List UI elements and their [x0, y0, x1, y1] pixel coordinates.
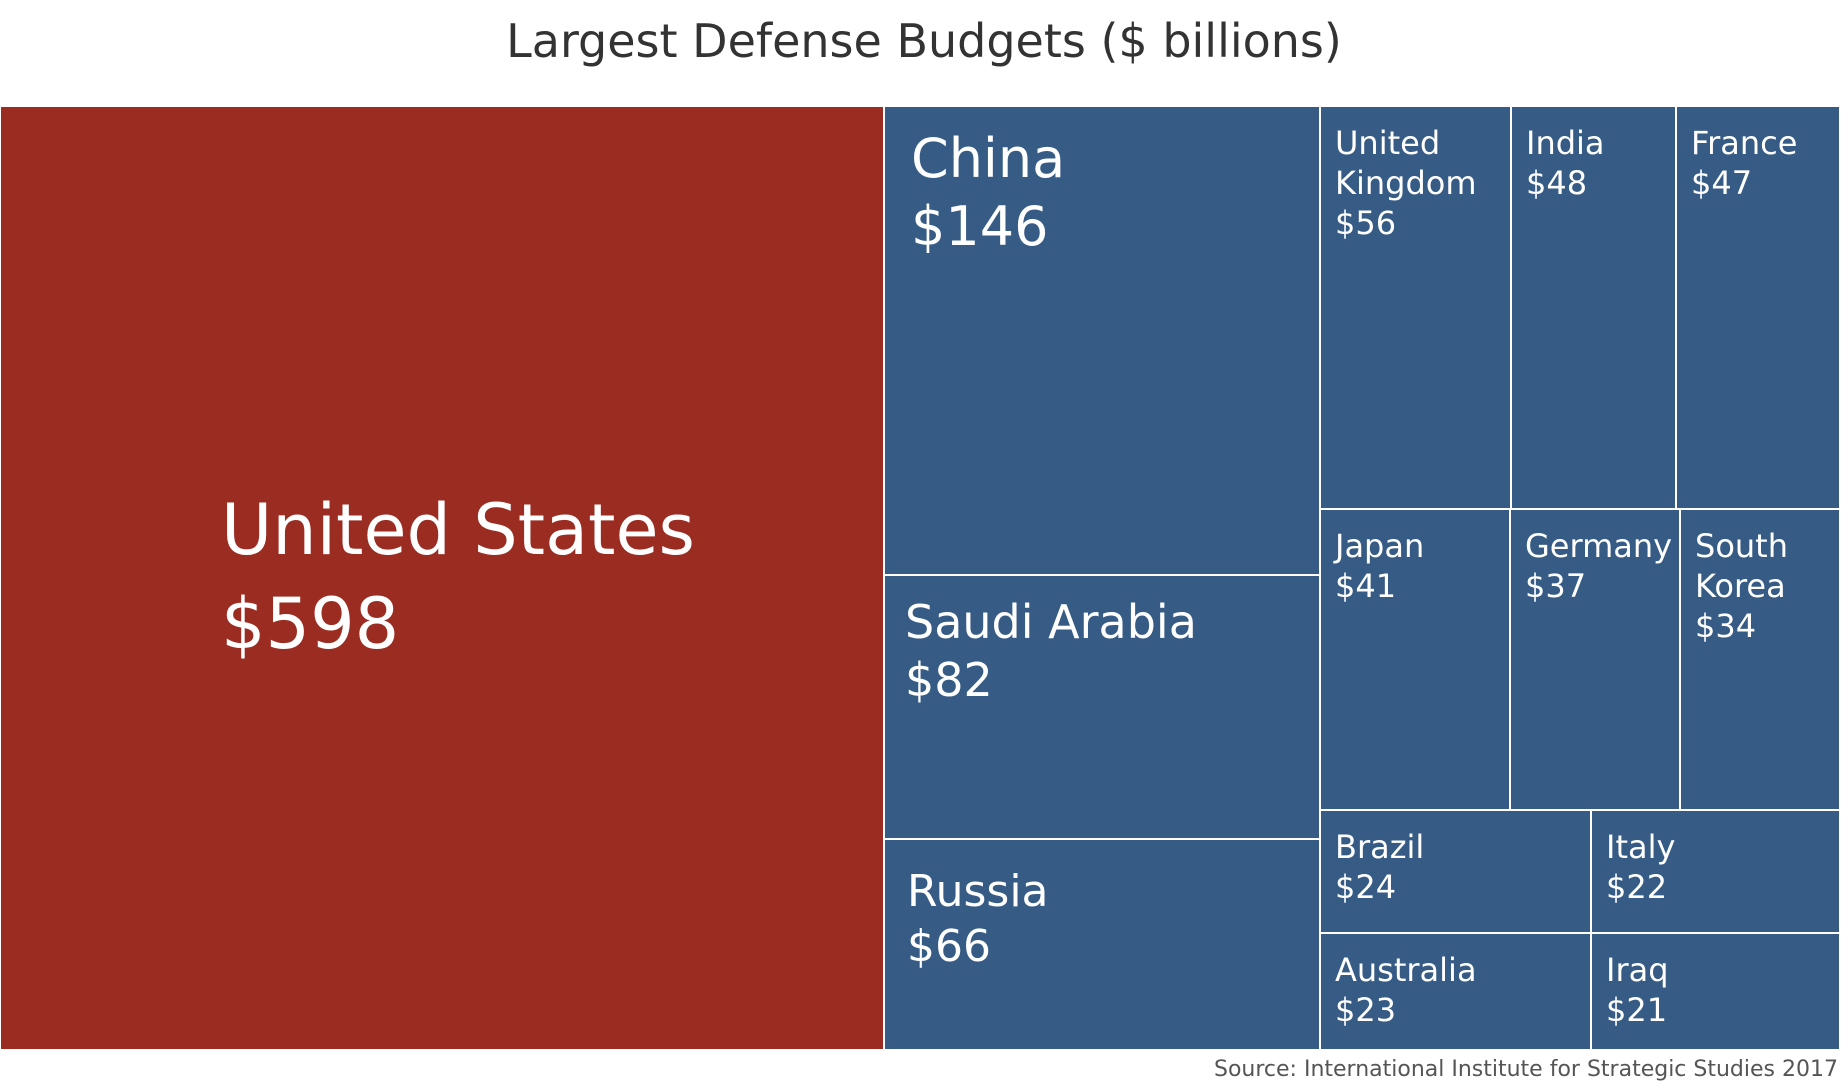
tile-label: Italy $22: [1606, 827, 1675, 907]
source-note: Source: International Institute for Stra…: [1213, 1057, 1838, 1082]
tile-value-label: $66: [907, 921, 991, 972]
tile-value-label: $41: [1335, 567, 1397, 605]
tile-value-label: $21: [1606, 991, 1668, 1029]
chart-title: Largest Defense Budgets ($ billions): [506, 14, 1342, 68]
tile-france[interactable]: France $47: [1676, 106, 1840, 509]
tile-label: Iraq $21: [1606, 950, 1669, 1030]
tile-country-name: India: [1526, 124, 1605, 162]
tile-country-name: China: [911, 127, 1066, 190]
tile-country-name: Italy: [1606, 828, 1676, 866]
tile-united-kingdom[interactable]: United Kingdom $56: [1320, 106, 1511, 509]
tile-india[interactable]: India $48: [1511, 106, 1676, 509]
tile-label: South Korea $34: [1695, 526, 1833, 646]
tile-country-name: United States: [221, 489, 696, 571]
tile-label: United Kingdom $56: [1335, 123, 1504, 243]
tile-iraq[interactable]: Iraq $21: [1591, 933, 1840, 1050]
tile-country-name: Iraq: [1606, 951, 1669, 989]
tile-label: India $48: [1526, 123, 1605, 203]
tile-label: Australia $23: [1335, 950, 1477, 1030]
tile-country-name: Australia: [1335, 951, 1477, 989]
tile-value-label: $22: [1606, 868, 1668, 906]
tile-united-states[interactable]: United States $598: [0, 106, 884, 1050]
tile-saudi-arabia[interactable]: Saudi Arabia $82: [884, 575, 1320, 839]
tile-russia[interactable]: Russia $66: [884, 839, 1320, 1050]
tile-value-label: $47: [1691, 164, 1753, 202]
tile-country-name: Brazil: [1335, 828, 1425, 866]
tile-value-label: $24: [1335, 868, 1397, 906]
tile-japan[interactable]: Japan $41: [1320, 509, 1510, 810]
tile-label: Brazil $24: [1335, 827, 1424, 907]
tile-country-name: United Kingdom: [1335, 124, 1477, 202]
tile-country-name: Germany: [1525, 527, 1673, 565]
tile-label: France $47: [1691, 123, 1797, 203]
tile-australia[interactable]: Australia $23: [1320, 933, 1591, 1050]
tile-country-name: Japan: [1335, 527, 1425, 565]
tile-label: Saudi Arabia $82: [905, 594, 1197, 709]
tile-value-label: $146: [911, 194, 1049, 258]
tile-value-label: $56: [1335, 204, 1397, 242]
tile-country-name: Russia: [907, 866, 1049, 917]
tile-germany[interactable]: Germany $37: [1510, 509, 1680, 810]
tile-country-name: France: [1691, 124, 1798, 162]
tile-value-label: $23: [1335, 991, 1397, 1029]
tile-brazil[interactable]: Brazil $24: [1320, 810, 1591, 933]
tile-label: United States $598: [221, 487, 695, 668]
tile-value-label: $48: [1526, 164, 1588, 202]
tile-value-label: $34: [1695, 607, 1757, 645]
tile-label: China $146: [911, 125, 1065, 260]
tile-label: Germany $37: [1525, 526, 1672, 606]
treemap: United States $598 China $146 Saudi Arabia $8…: [0, 106, 1840, 1050]
tile-value-label: $598: [221, 582, 400, 665]
tile-country-name: South Korea: [1695, 527, 1788, 605]
tile-value-label: $82: [905, 652, 993, 707]
tile-south-korea[interactable]: South Korea $34: [1680, 509, 1840, 810]
tile-italy[interactable]: Italy $22: [1591, 810, 1840, 933]
tile-label: Russia $66: [907, 864, 1049, 974]
tile-value-label: $37: [1525, 567, 1587, 605]
tile-country-name: Saudi Arabia: [905, 595, 1197, 649]
tile-china[interactable]: China $146: [884, 106, 1320, 575]
tile-label: Japan $41: [1335, 526, 1424, 606]
